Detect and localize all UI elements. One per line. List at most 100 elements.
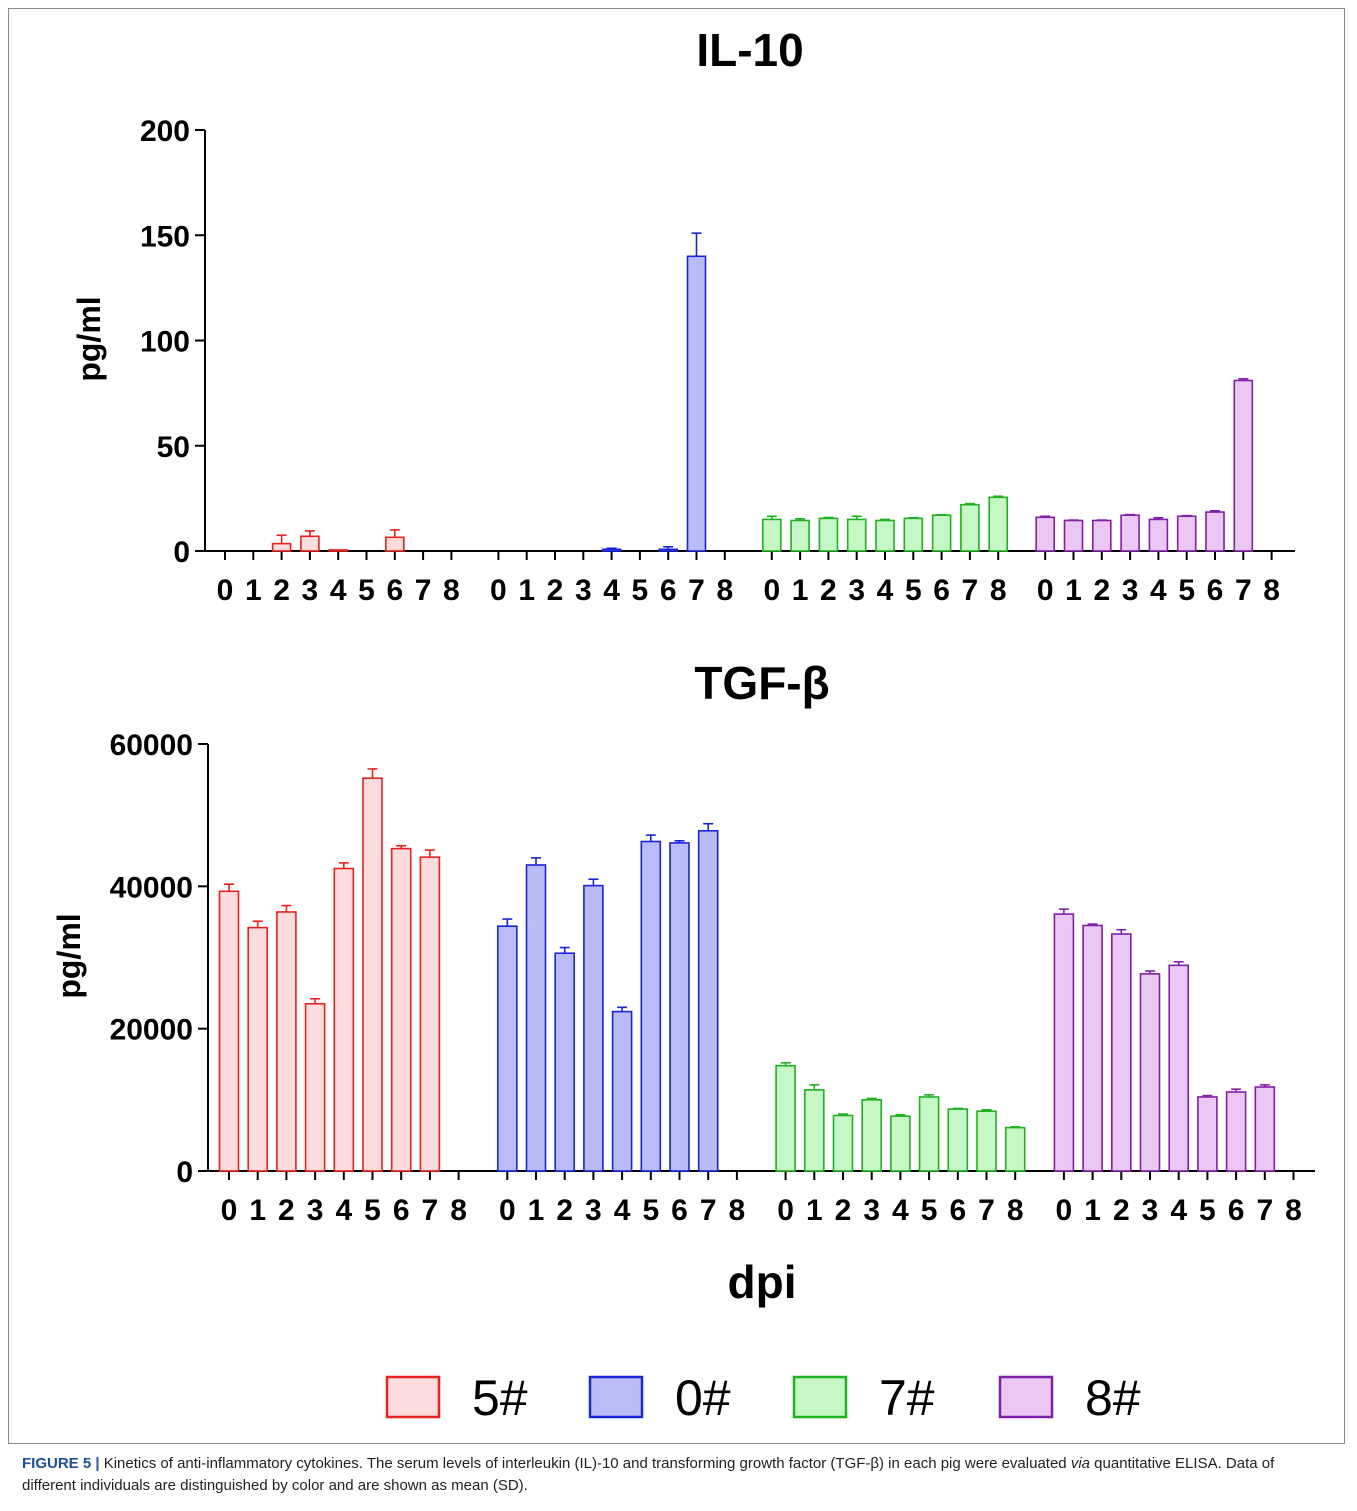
il10-bar: [846, 518, 867, 552]
il10-x-tick-label: 0: [490, 574, 507, 607]
il10-bar: [1035, 516, 1055, 552]
il10-x-tick-label: 4: [1150, 574, 1167, 607]
tgfb-y-axis-label: pg/ml: [51, 913, 87, 998]
tgfb-bar: [1082, 924, 1103, 1172]
tgfb-x-tick-label: 1: [528, 1194, 545, 1227]
tgfb-y-tick-label: 20000: [110, 1014, 193, 1047]
il10-x-tick-label: 5: [905, 574, 922, 607]
il10-x-tick-label: 7: [1235, 574, 1252, 607]
il10-bar: [1233, 379, 1254, 552]
caption-figure-label: FIGURE 5 |: [22, 1455, 100, 1472]
tgfb-bar: [1254, 1086, 1276, 1172]
tgfb-x-tick-label: 0: [1056, 1194, 1073, 1227]
tgfb-bar: [1197, 1096, 1218, 1172]
tgfb-bar: [419, 856, 441, 1172]
il10-x-tick-label: 5: [358, 574, 375, 607]
il10-x-tick-label: 6: [386, 574, 403, 607]
tgfb-x-tick-label: 1: [249, 1194, 266, 1227]
tgfb-bar: [1111, 933, 1132, 1172]
il10-bar: [790, 519, 810, 552]
tgfb-x-tick-label: 2: [835, 1194, 852, 1227]
tgfb-x-tick-label: 2: [278, 1194, 295, 1227]
tgfb-x-tick-label: 7: [422, 1194, 439, 1227]
legend: 5# 0# 7# 8#: [385, 1370, 1141, 1426]
il10-x-tick-label: 0: [763, 574, 780, 607]
caption-text-start: Kinetics of anti-inflammatory cytokines.…: [99, 1455, 1071, 1472]
tgfb-x-tick-label: 4: [892, 1194, 909, 1227]
il10-bar: [960, 503, 980, 552]
tgfb-bar: [832, 1114, 854, 1172]
il10-x-tick-label: 8: [443, 574, 460, 607]
il10-bar: [818, 517, 839, 552]
il10-x-tick-label: 7: [962, 574, 979, 607]
tgfb-bar: [496, 925, 518, 1172]
il10-bar: [686, 255, 707, 552]
il10-x-tick-label: 6: [660, 574, 677, 607]
tgfb-bar: [333, 867, 355, 1172]
tgfb-x-tick-label: 7: [700, 1194, 717, 1227]
figure-caption: FIGURE 5 | Kinetics of anti-inflammatory…: [22, 1453, 1332, 1497]
il10-bar: [384, 536, 405, 552]
il10-bar: [988, 496, 1009, 552]
tgfb-x-tick-label: 0: [499, 1194, 516, 1227]
tgfb-bar: [1053, 913, 1075, 1172]
il10-x-tick-label: 1: [792, 574, 809, 607]
tgfb-x-tick-label: 8: [450, 1194, 467, 1227]
tgfb-bar: [390, 847, 412, 1172]
legend-label: 0#: [675, 1370, 731, 1426]
tgfb-chart-title: TGF-β: [694, 657, 829, 709]
tgfb-x-tick-label: 4: [614, 1194, 631, 1227]
il10-x-tick-label: 2: [1093, 574, 1110, 607]
il10-bar: [1176, 515, 1197, 552]
tgfb-bar: [525, 864, 547, 1172]
tgfb-bar: [697, 830, 719, 1172]
tgfb-x-tick-label: 4: [335, 1194, 352, 1227]
il10-x-tick-label: 7: [415, 574, 432, 607]
tgfb-bar: [1168, 964, 1189, 1172]
tgfb-bar: [669, 842, 690, 1172]
tgfb-x-tick-label: 3: [1142, 1194, 1159, 1227]
tgfb-x-tick-label: 2: [1113, 1194, 1130, 1227]
tgfb-bar: [775, 1064, 796, 1172]
il10-chart-title: IL-10: [696, 24, 803, 76]
tgfb-bar: [1139, 973, 1161, 1172]
il10-x-tick-label: 4: [330, 574, 347, 607]
tgfb-bar: [976, 1110, 997, 1172]
tgfb-x-tick-label: 6: [949, 1194, 966, 1227]
tgfb-bar: [861, 1099, 883, 1172]
tgfb-bar: [304, 1002, 326, 1172]
il10-x-tick-label: 3: [848, 574, 865, 607]
tgfb-x-tick-label: 1: [1084, 1194, 1101, 1227]
tgfb-x-tick-label: 5: [921, 1194, 938, 1227]
il10-bar: [875, 519, 895, 552]
il10-x-tick-label: 1: [245, 574, 262, 607]
il10-x-tick-label: 5: [632, 574, 649, 607]
tgfb-y-tick-label: 40000: [110, 871, 193, 904]
legend-label: 8#: [1085, 1370, 1141, 1426]
tgfb-bar: [247, 926, 268, 1172]
tgfb-bar: [803, 1089, 825, 1172]
il10-bar: [1148, 518, 1169, 552]
tgfb-x-tick-label: 7: [978, 1194, 995, 1227]
il10-x-tick-label: 1: [1065, 574, 1082, 607]
il10-x-tick-label: 1: [518, 574, 535, 607]
il10-x-tick-label: 3: [575, 574, 592, 607]
legend-swatch: [385, 1375, 441, 1419]
legend-swatch: [792, 1375, 848, 1419]
il10-bar: [601, 548, 622, 552]
tgfb-bar: [1225, 1091, 1247, 1172]
il10-bar: [658, 548, 679, 552]
legend-label: 7#: [879, 1370, 935, 1426]
tgfb-x-tick-label: 0: [777, 1194, 794, 1227]
il10-x-tick-label: 4: [603, 574, 620, 607]
tgfb-x-tick-label: 8: [729, 1194, 746, 1227]
tgfb-x-tick-label: 2: [556, 1194, 573, 1227]
tgfb-x-tick-label: 5: [364, 1194, 381, 1227]
il10-bar: [328, 549, 349, 552]
tgfb-x-tick-label: 6: [671, 1194, 688, 1227]
legend-label: 5#: [472, 1370, 528, 1426]
tgfb-bar: [890, 1115, 911, 1172]
